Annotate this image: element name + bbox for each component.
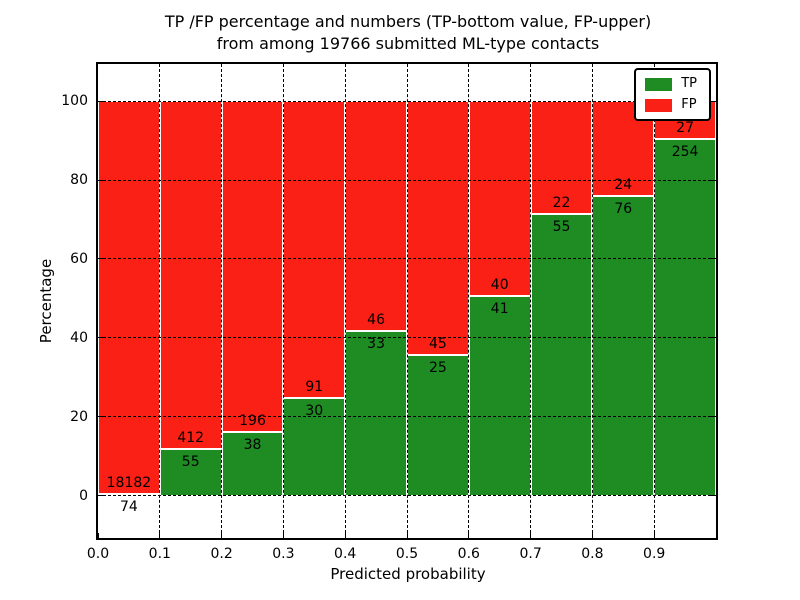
tp-count-label: 55 [552,218,571,235]
y-tick-label: 40 [70,329,88,346]
y-tick-label: 20 [70,408,88,425]
x-tick-label: 0.8 [581,546,604,562]
x-tick-mark [97,533,99,538]
x-tick-label: 0.2 [210,546,233,562]
gridline-v [468,64,470,538]
x-tick-mark [344,533,346,538]
gridline-v [530,64,532,538]
fp-count-label: 22 [552,194,571,211]
plot-area: TP FP 18182 74 412 55 196 38 91 30 46 33 45 25 40 41 2… [96,62,718,540]
fp-count-label: 24 [614,176,633,193]
tp-count-label: 76 [614,200,633,217]
x-tick-mark [715,533,717,538]
gridline-v [221,64,223,538]
y-tick-mark [711,416,716,418]
y-tick-mark [98,495,103,497]
tp-bar [654,139,716,496]
legend: TP FP [634,68,711,121]
x-tick-label: 0.7 [519,546,542,562]
tp-count-label: 254 [671,144,699,161]
tp-count-label: 33 [367,335,385,352]
tp-count-label: 30 [305,402,324,419]
fp-bar [98,101,160,495]
fp-count-label: 27 [676,120,694,137]
gridline-v [159,64,161,538]
y-tick-mark [711,258,716,260]
x-tick-label: 0.3 [272,546,295,562]
tp-count-label: 25 [428,359,447,376]
legend-label-tp: TP [681,76,697,91]
y-tick-mark [98,179,103,181]
gridline-v [344,64,346,538]
fp-bar [407,101,469,355]
x-tick-label: 0.1 [148,546,171,562]
gridline-v [591,64,593,538]
fp-count-label: 196 [239,412,266,429]
tp-bar [530,213,593,496]
x-tick-label: 0.9 [643,546,666,562]
x-tick-mark [468,533,470,538]
fp-count-label: 45 [428,335,447,352]
fp-bar [221,101,284,432]
tp-bar [345,330,407,496]
fp-count-label: 91 [305,378,324,395]
y-tick-mark [711,337,716,339]
x-tick-mark [653,533,655,538]
x-axis-label: Predicted probability [330,565,486,583]
y-tick-label: 100 [61,93,88,110]
x-tick-mark [159,533,161,538]
tp-bar [468,295,531,496]
legend-item-tp: TP [645,77,697,91]
legend-label-fp: FP [681,97,697,112]
y-tick-mark [711,100,716,102]
fp-bar [345,101,407,331]
gridline-v [282,64,284,538]
legend-swatch-tp-icon [645,77,673,91]
y-tick-label: 0 [79,487,88,504]
y-tick-label: 60 [70,250,88,267]
fp-bar [468,101,531,296]
x-tick-label: 0.5 [395,546,419,562]
chart-title-line2: from among 19766 submitted ML-type conta… [216,34,600,53]
fp-count-label: 46 [367,311,385,328]
chart-title-line1: TP /FP percentage and numbers (TP-bottom… [164,12,652,31]
y-tick-mark [711,495,716,497]
y-tick-mark [98,100,103,102]
y-tick-mark [711,179,716,181]
fp-count-label: 412 [177,430,205,447]
gridline-v [653,64,655,538]
fp-count-label: 18182 [106,475,152,492]
y-tick-mark [98,416,103,418]
x-tick-label: 0.6 [457,546,480,562]
y-tick-mark [98,337,103,339]
x-tick-mark [406,533,408,538]
gridline-v [406,64,408,538]
y-tick-mark [98,258,103,260]
tp-bar [592,195,655,496]
tp-count-label: 55 [181,454,200,471]
legend-item-fp: FP [645,98,697,112]
fp-count-label: 40 [490,276,509,293]
legend-swatch-fp-icon [645,98,673,112]
tp-count-label: 74 [119,499,138,516]
x-tick-label: 0.4 [334,546,357,562]
x-tick-mark [221,533,223,538]
tp-count-label: 41 [490,300,509,317]
x-tick-mark [530,533,532,538]
x-tick-mark [591,533,593,538]
y-tick-label: 80 [70,172,88,189]
x-tick-mark [282,533,284,538]
tp-count-label: 38 [243,436,262,453]
fp-bar [283,101,346,398]
fp-bar [159,101,222,450]
x-tick-label: 0.0 [86,546,110,562]
